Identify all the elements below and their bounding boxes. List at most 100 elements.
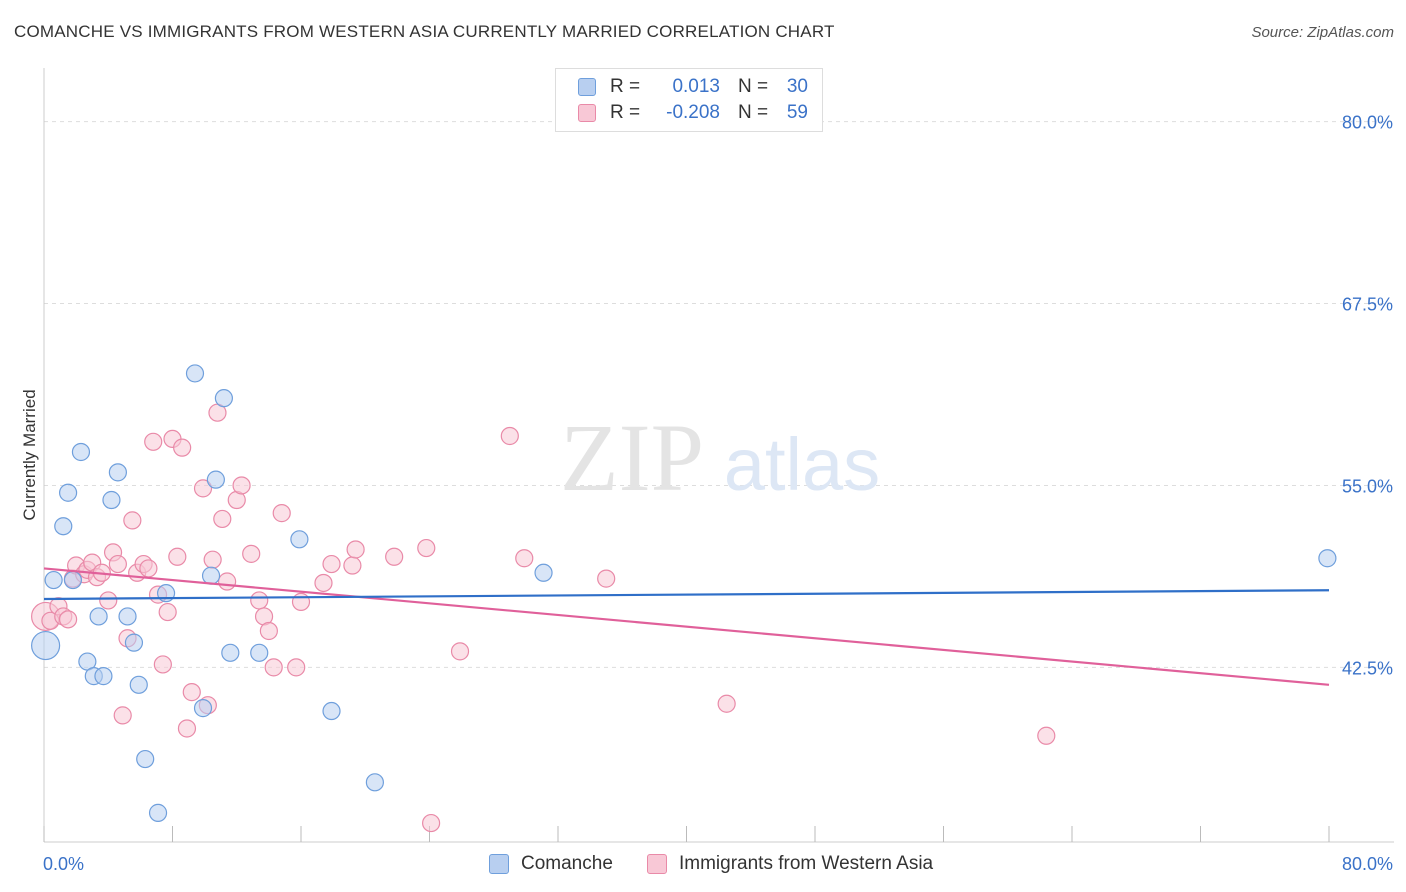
- comanche-point: [201, 566, 221, 585]
- immigrants-point: [717, 694, 736, 713]
- stats-legend: R = 0.013 N = 30 R = -0.208 N = 59: [555, 68, 823, 132]
- legend-n-label: N =: [738, 102, 769, 123]
- y-tick-label: 67.5%: [1342, 295, 1393, 315]
- immigrants-point: [144, 432, 163, 451]
- immigrants-point: [250, 591, 269, 610]
- bottom-legend-swatch-pink: [647, 854, 667, 874]
- bottom-legend-immigrants: Immigrants from Western Asia: [647, 852, 933, 876]
- immigrants-point: [123, 511, 142, 530]
- watermark-zip: ZIP: [560, 404, 704, 511]
- comanche-point: [71, 442, 91, 462]
- immigrants-point: [500, 426, 519, 446]
- legend-r-label: R =: [610, 76, 641, 97]
- immigrants-point: [515, 549, 534, 568]
- immigrants-trend-line: [43, 567, 1330, 686]
- immigrants-point: [232, 476, 251, 495]
- comanche-point: [214, 389, 233, 408]
- immigrants-point: [182, 683, 201, 702]
- comanche-point: [193, 699, 213, 718]
- comanche-point: [124, 633, 144, 652]
- comanche-point: [250, 643, 269, 662]
- legend-swatch-blue: [578, 78, 596, 96]
- legend-n-label: N =: [738, 76, 769, 97]
- comanche-point: [290, 530, 309, 549]
- axes: [43, 68, 1394, 843]
- legend-row-comanche: R = 0.013 N = 30: [578, 75, 808, 99]
- series-comanche-points: [31, 364, 1337, 822]
- x-tick-label-max: 80.0%: [1342, 854, 1393, 874]
- comanche-point: [1318, 549, 1337, 568]
- comanche-point: [129, 675, 148, 694]
- comanche-point: [206, 470, 225, 489]
- comanche-point: [118, 607, 137, 626]
- immigrants-point: [385, 547, 404, 566]
- y-tick-label: 80.0%: [1342, 113, 1393, 133]
- immigrants-point: [346, 540, 365, 559]
- immigrants-point: [597, 569, 616, 588]
- comanche-point: [322, 701, 341, 721]
- immigrants-point: [272, 504, 291, 523]
- immigrants-point: [113, 706, 132, 725]
- comanche-point: [108, 463, 127, 482]
- comanche-point: [102, 490, 121, 510]
- immigrants-point: [291, 592, 311, 611]
- legend-n-value: 59: [786, 102, 808, 123]
- immigrants-point: [242, 544, 261, 563]
- comanche-point: [44, 570, 63, 590]
- bottom-legend-swatch-blue: [489, 854, 509, 874]
- legend-row-immigrants: R = -0.208 N = 59: [578, 101, 808, 125]
- chart-title: COMANCHE VS IMMIGRANTS FROM WESTERN ASIA…: [14, 22, 835, 41]
- source-label: Source: ZipAtlas.com: [1251, 24, 1394, 41]
- comanche-point: [58, 483, 78, 502]
- comanche-point: [63, 570, 83, 590]
- legend-r-value: 0.013: [672, 76, 720, 97]
- watermark: ZIP atlas: [560, 404, 880, 511]
- immigrants-point: [322, 554, 341, 574]
- bottom-legend-label: Comanche: [521, 853, 613, 874]
- legend-n-value: 30: [786, 76, 808, 97]
- immigrants-point: [58, 610, 78, 629]
- immigrants-point: [173, 438, 192, 457]
- trend-lines: [43, 567, 1330, 686]
- immigrants-point: [218, 572, 237, 591]
- immigrants-point: [177, 719, 197, 738]
- series-immigrants-points: [31, 403, 1056, 833]
- immigrants-point: [203, 550, 222, 569]
- comanche-point: [221, 643, 240, 662]
- legend-r-label: R =: [610, 102, 641, 123]
- immigrants-point: [314, 573, 333, 593]
- y-tick-label: 42.5%: [1342, 658, 1393, 678]
- legend-swatch-pink: [578, 104, 596, 122]
- comanche-point: [365, 773, 384, 792]
- comanche-point: [136, 749, 155, 769]
- y-tick-label: 55.0%: [1342, 476, 1393, 496]
- comanche-point: [148, 803, 168, 822]
- comanche-point: [185, 364, 205, 383]
- immigrants-point: [264, 658, 283, 677]
- immigrants-point: [108, 554, 127, 574]
- comanche-point: [94, 667, 113, 686]
- x-tick-label-min: 0.0%: [43, 854, 84, 874]
- immigrants-point: [287, 658, 306, 677]
- comanche-point: [31, 630, 61, 661]
- immigrants-point: [417, 538, 436, 558]
- immigrants-point: [139, 559, 158, 578]
- immigrants-point: [213, 509, 232, 529]
- legend-r-value: -0.208: [666, 102, 720, 123]
- immigrants-point: [193, 479, 213, 498]
- immigrants-point: [343, 556, 362, 575]
- immigrants-point: [259, 621, 278, 641]
- immigrants-point: [158, 602, 177, 622]
- watermark-atlas: atlas: [724, 423, 880, 506]
- comanche-point: [54, 517, 73, 536]
- immigrants-point: [153, 655, 172, 674]
- bottom-legend-label: Immigrants from Western Asia: [679, 853, 934, 874]
- y-tick-labels: 42.5% 55.0% 67.5% 80.0%: [1342, 113, 1393, 679]
- immigrants-point: [450, 642, 470, 661]
- immigrants-point: [1037, 726, 1056, 745]
- grid-lines: [44, 121, 1394, 668]
- comanche-point: [534, 563, 553, 582]
- immigrants-point: [422, 813, 441, 833]
- immigrants-point: [99, 591, 118, 610]
